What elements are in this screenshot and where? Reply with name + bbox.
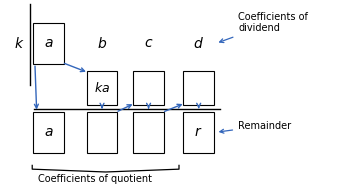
FancyBboxPatch shape (184, 112, 214, 153)
Text: $r$: $r$ (194, 125, 203, 139)
Text: $c$: $c$ (144, 36, 153, 50)
FancyBboxPatch shape (87, 71, 117, 105)
FancyBboxPatch shape (87, 112, 117, 153)
FancyBboxPatch shape (133, 112, 164, 153)
Text: $a$: $a$ (44, 36, 53, 50)
FancyBboxPatch shape (33, 23, 64, 64)
FancyBboxPatch shape (184, 71, 214, 105)
Text: Remainder: Remainder (220, 121, 291, 133)
Text: Coefficients of
dividend: Coefficients of dividend (219, 12, 308, 43)
Text: $d$: $d$ (193, 36, 204, 51)
FancyBboxPatch shape (33, 112, 64, 153)
Text: Coefficients of quotient: Coefficients of quotient (38, 174, 152, 184)
Text: $a$: $a$ (44, 125, 53, 139)
Text: $ka$: $ka$ (94, 81, 110, 95)
Text: $k$: $k$ (14, 36, 25, 51)
FancyBboxPatch shape (133, 71, 164, 105)
Text: $b$: $b$ (97, 36, 107, 51)
